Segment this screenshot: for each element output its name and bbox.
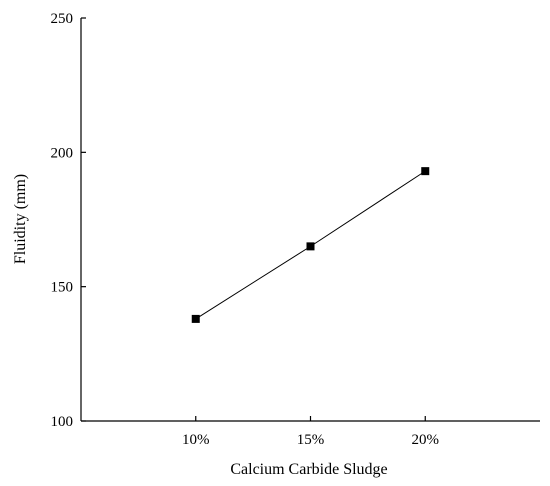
x-tick-label: 20% <box>412 432 440 448</box>
data-point-marker <box>421 167 430 176</box>
y-tick-label: 200 <box>51 145 74 161</box>
y-tick-label: 100 <box>51 414 74 430</box>
x-axis-title: Calcium Carbide Sludge <box>230 461 387 478</box>
x-tick-label: 10% <box>182 432 210 448</box>
y-tick-label: 250 <box>51 11 74 27</box>
y-axis-title: Fluidity (mm) <box>12 174 29 264</box>
y-tick-label: 150 <box>51 280 74 296</box>
data-point-marker <box>191 314 200 323</box>
plot-area: 100 150 200 250 10% 15% 20% <box>51 11 540 448</box>
data-point-marker <box>306 242 315 251</box>
x-tick-label: 15% <box>297 432 325 448</box>
